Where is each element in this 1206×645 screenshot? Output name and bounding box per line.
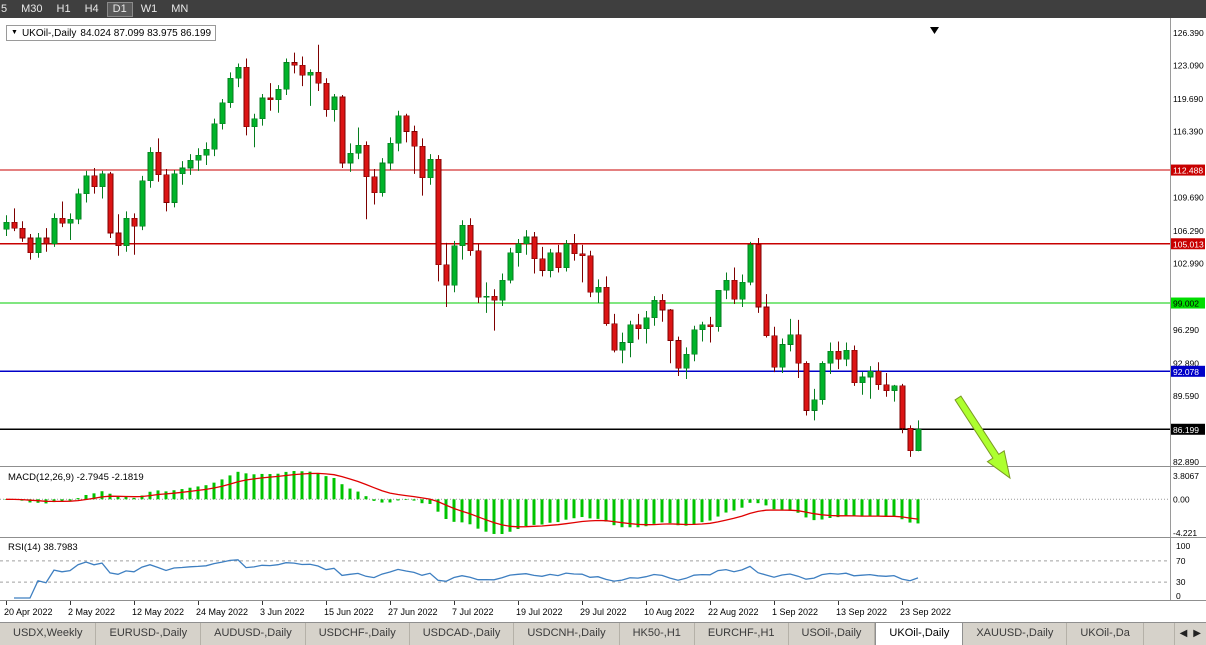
timeframe-toolbar: 5 M30 H1 H4 D1 W1 MN [0, 0, 1206, 18]
tab-xauusd-daily[interactable]: XAUUSD-,Daily [963, 623, 1068, 645]
tab-usdcad-daily[interactable]: USDCAD-,Daily [410, 623, 515, 645]
chart-ohlc-values: 84.024 87.099 83.975 86.199 [80, 27, 212, 39]
timeframe-button-H4[interactable]: H4 [84, 2, 99, 15]
svg-text:112.488: 112.488 [1173, 166, 1203, 176]
svg-text:0.00: 0.00 [1173, 494, 1190, 504]
svg-text:30: 30 [1176, 577, 1186, 587]
tab-scroll-left-button[interactable]: ◀ [1179, 628, 1188, 639]
timeframe-button-W1[interactable]: W1 [140, 2, 158, 15]
svg-text:92.890: 92.890 [1173, 358, 1199, 368]
svg-text:-4.221: -4.221 [1173, 528, 1197, 538]
svg-text:119.690: 119.690 [1173, 94, 1203, 104]
tab-ukoil-da[interactable]: UKOil-,Da [1067, 623, 1144, 645]
scroll-to-end-marker-icon[interactable] [930, 27, 939, 34]
timeframe-button-MN[interactable]: MN [171, 2, 189, 15]
svg-text:22 Aug 2022: 22 Aug 2022 [708, 607, 759, 617]
svg-text:123.090: 123.090 [1173, 61, 1204, 71]
tab-ukoil-daily[interactable]: UKOil-,Daily [875, 623, 964, 645]
svg-text:0: 0 [1176, 591, 1181, 601]
svg-text:102.990: 102.990 [1173, 259, 1204, 269]
svg-text:100: 100 [1176, 541, 1190, 551]
svg-text:23 Sep 2022: 23 Sep 2022 [900, 607, 951, 617]
svg-text:1 Sep 2022: 1 Sep 2022 [772, 607, 818, 617]
svg-text:20 Apr 2022: 20 Apr 2022 [4, 607, 53, 617]
tab-eurusd-daily[interactable]: EURUSD-,Daily [96, 623, 202, 645]
svg-text:86.199: 86.199 [1173, 425, 1199, 435]
rsi-panel: RSI(14) 38.7983 100 70 30 0 [0, 541, 1190, 601]
svg-text:3 Jun 2022: 3 Jun 2022 [260, 607, 305, 617]
timeframe-button-D1[interactable]: D1 [106, 1, 133, 17]
svg-text:13 Sep 2022: 13 Sep 2022 [836, 607, 887, 617]
price-axis: 126.390 123.090 119.690 116.390 109.690 106.2… [1170, 18, 1204, 601]
chart-tabs-bar: USDX,Weekly EURUSD-,Daily AUDUSD-,Daily USD… [0, 622, 1206, 645]
timeframe-button-5[interactable]: 5 [1, 2, 8, 15]
svg-text:126.390: 126.390 [1173, 28, 1204, 38]
svg-text:116.390: 116.390 [1173, 127, 1203, 137]
tab-usdcnh-daily[interactable]: USDCNH-,Daily [514, 623, 620, 645]
svg-text:2 May 2022: 2 May 2022 [68, 607, 115, 617]
candles-layer [3, 44, 922, 457]
svg-text:27 Jun 2022: 27 Jun 2022 [388, 607, 438, 617]
svg-text:89.590: 89.590 [1173, 391, 1199, 401]
chart-symbol-label: UKOil-,Daily [21, 27, 77, 39]
macd-signal-line [5, 472, 919, 528]
collapse-triangle-icon[interactable]: ▼ [11, 29, 18, 36]
svg-text:109.690: 109.690 [1173, 193, 1204, 203]
tab-usoil-daily[interactable]: USOil-,Daily [789, 623, 876, 645]
price-tags: 112.488 105.013 99.002 92.078 86.199 [1171, 164, 1205, 435]
svg-text:105.013: 105.013 [1173, 239, 1204, 249]
horizontal-level-lines [0, 169, 1170, 430]
svg-text:70: 70 [1176, 556, 1186, 566]
tab-audusd-daily[interactable]: AUDUSD-,Daily [201, 623, 306, 645]
chart-window: 126.390 123.090 119.690 116.390 109.690 106.2… [0, 18, 1206, 622]
tab-scroll-right-button[interactable]: ▶ [1193, 628, 1201, 639]
svg-text:3.8067: 3.8067 [1173, 471, 1199, 481]
svg-text:7 Jul 2022: 7 Jul 2022 [452, 607, 494, 617]
price-chart-canvas[interactable]: 126.390 123.090 119.690 116.390 109.690 106.2… [0, 18, 1206, 622]
tab-eurchf-h1[interactable]: EURCHF-,H1 [695, 623, 789, 645]
tab-scroll-controls: ◀ ▶ [1173, 623, 1206, 645]
svg-text:24 May 2022: 24 May 2022 [196, 607, 248, 617]
svg-text:15 Jun 2022: 15 Jun 2022 [324, 607, 374, 617]
tab-hk50-h1[interactable]: HK50-,H1 [620, 623, 695, 645]
svg-text:82.890: 82.890 [1173, 457, 1199, 467]
svg-text:19 Jul 2022: 19 Jul 2022 [516, 607, 563, 617]
svg-text:106.290: 106.290 [1173, 226, 1204, 236]
tab-usdx-weekly[interactable]: USDX,Weekly [0, 623, 97, 645]
timeframe-button-M30[interactable]: M30 [21, 2, 43, 15]
timeframe-button-H1[interactable]: H1 [56, 2, 71, 15]
date-axis: 20 Apr 2022 2 May 2022 12 May 2022 24 May 2… [4, 601, 951, 617]
svg-text:99.002: 99.002 [1173, 299, 1199, 309]
rsi-indicator-label: RSI(14) 38.7983 [8, 542, 78, 553]
svg-text:12 May 2022: 12 May 2022 [132, 607, 184, 617]
macd-indicator-label: MACD(12,26,9) -2.7945 -2.1819 [8, 472, 144, 483]
rsi-line [14, 559, 919, 599]
panel-separators [0, 466, 1206, 601]
tab-usdchf-daily[interactable]: USDCHF-,Daily [306, 623, 410, 645]
svg-text:92.078: 92.078 [1173, 367, 1199, 377]
svg-text:10 Aug 2022: 10 Aug 2022 [644, 607, 695, 617]
macd-panel: MACD(12,26,9) -2.7945 -2.1819 3.8067 0.00 -… [0, 471, 1199, 538]
chart-title-box: ▼ UKOil-,Daily 84.024 87.099 83.975 86.1… [6, 25, 217, 41]
svg-text:29 Jul 2022: 29 Jul 2022 [580, 607, 627, 617]
svg-text:96.290: 96.290 [1173, 325, 1199, 335]
trend-arrow-annotation[interactable] [950, 393, 1019, 484]
